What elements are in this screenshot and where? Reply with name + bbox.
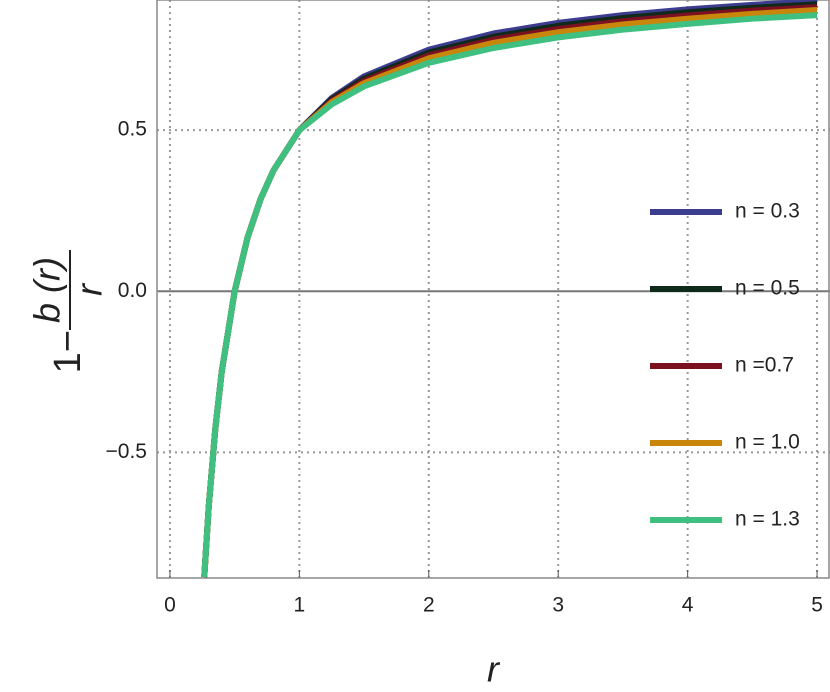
x-tick-label: 2 — [423, 594, 435, 617]
legend-label: n = 0.3 — [735, 200, 800, 223]
x-tick-label: 5 — [811, 594, 823, 617]
x-tick-label: 0 — [164, 594, 176, 617]
plot-area — [201, 0, 818, 578]
series-line — [201, 12, 818, 578]
y-label-denominator: r — [69, 282, 110, 296]
x-tick-label: 4 — [682, 594, 694, 617]
legend-label: n = 0.5 — [735, 277, 800, 300]
legend-label: n = 1.0 — [735, 431, 800, 454]
series-line — [201, 0, 818, 578]
y-tick-label: 0.0 — [118, 279, 147, 302]
y-tick-label: −0.5 — [106, 440, 147, 463]
y-label-prefix: 1− — [47, 330, 89, 373]
x-label: r — [487, 649, 501, 690]
x-tick-label: 3 — [552, 594, 564, 617]
x-tick-label: 1 — [294, 594, 306, 617]
legend-label: n = 1.3 — [735, 508, 800, 531]
y-label-numerator: b (r) — [27, 257, 68, 323]
y-label: 1− b (r) r — [27, 250, 110, 373]
series-line — [201, 6, 818, 578]
y-tick-label: 0.5 — [118, 118, 147, 141]
plot-frame — [156, 0, 830, 579]
legend-label: n =0.7 — [735, 354, 794, 377]
